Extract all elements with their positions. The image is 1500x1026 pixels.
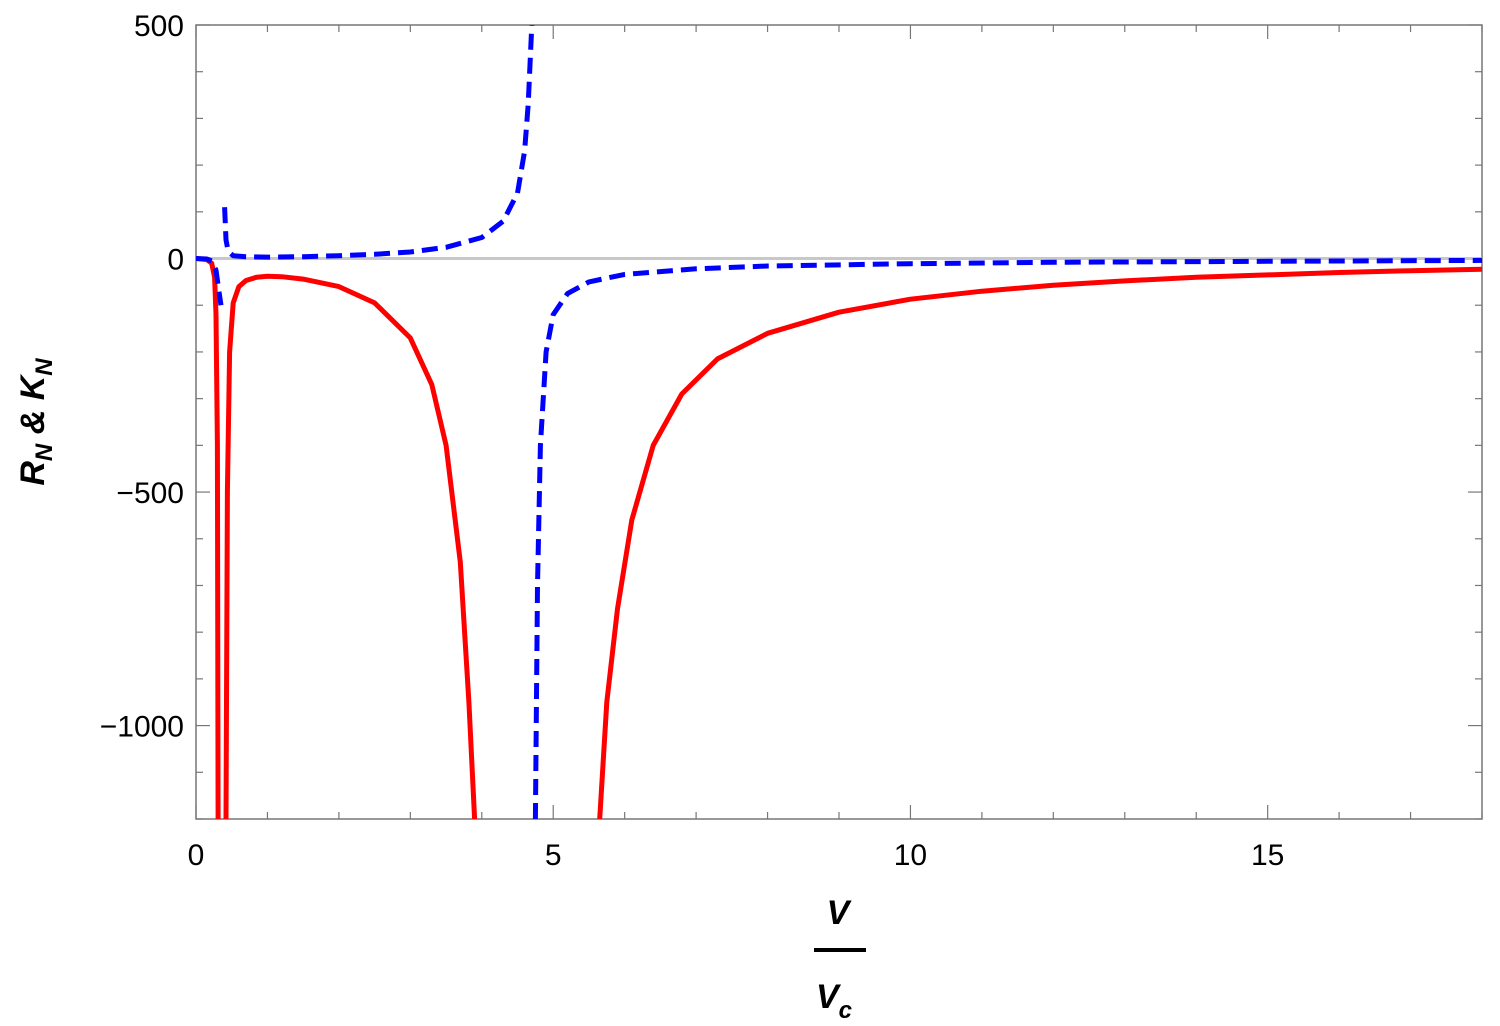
solid-series-segment [223,273,478,819]
x-tick-label: 15 [1251,839,1284,872]
x-axis-denominator-sub: c [839,997,852,1024]
axis-ticks [195,24,1483,820]
solid-series-segment [597,266,1482,819]
x-axis-denominator-main: V [816,978,842,1016]
y-axis-amp: & [14,410,52,435]
dashed-series-segment [222,25,535,260]
y-axis-r-sub: N [31,443,58,461]
x-tick-label: 10 [894,839,927,872]
y-tick-label: 0 [167,244,184,277]
y-tick-label: −500 [116,477,184,510]
x-axis-numerator: V [827,894,853,932]
y-axis-r: R [14,461,52,486]
y-axis-k: K [14,373,52,400]
dashed-series-segment [532,257,1482,819]
y-tick-label: 500 [134,10,184,43]
y-tick-label: −1000 [100,711,184,744]
y-axis-title: RN & KN [14,358,58,486]
y-axis-k-sub: N [31,358,58,376]
series-layer [196,25,1482,819]
x-tick-label: 0 [188,839,205,872]
dashed-series-segment [196,256,224,306]
tick-labels: 0 5 10 15 −1000 −500 0 500 [100,10,1285,872]
x-axis-denominator: Vc [816,978,852,1024]
plot-frame [195,24,1483,820]
x-tick-label: 5 [545,839,562,872]
